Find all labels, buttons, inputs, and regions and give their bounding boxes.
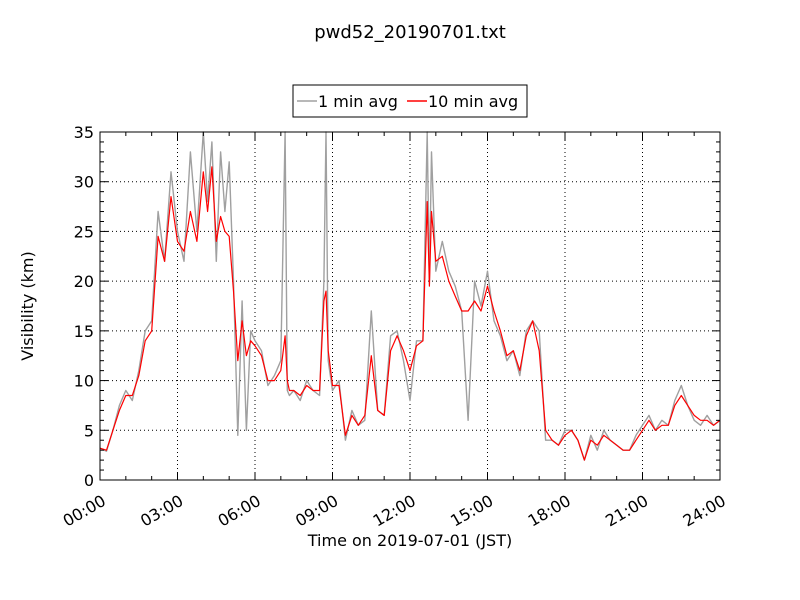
y-tick-label: 0 [84,471,94,490]
series-line-one-min-avg [99,131,721,461]
grid-layer [100,132,720,480]
legend-label: 10 min avg [428,92,518,111]
series-line-ten-min-avg [99,166,721,461]
y-tick-label: 5 [84,421,94,440]
y-axis-label: Visibility (km) [18,251,37,360]
legend-label: 1 min avg [318,92,398,111]
chart-title: pwd52_20190701.txt [314,22,506,43]
series-layer [99,131,721,461]
x-axis-label: Time on 2019-07-01 (JST) [307,531,512,550]
legend: 1 min avg 10 min avg [292,84,528,118]
y-tick-label: 25 [74,222,94,241]
y-tick-label: 10 [74,372,94,391]
y-tick-label: 35 [74,123,94,142]
y-tick-label: 30 [74,173,94,192]
y-tick-label: 20 [74,272,94,291]
y-tick-label: 15 [74,322,94,341]
